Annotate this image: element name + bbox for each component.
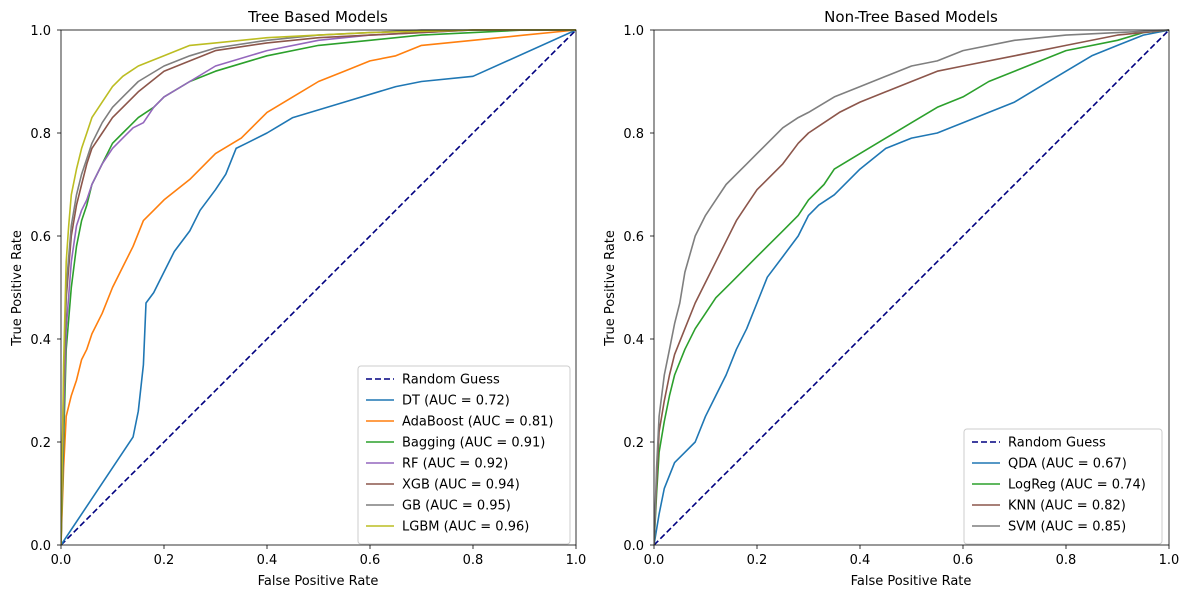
roc-curve (61, 29, 576, 545)
roc-curve (61, 29, 576, 545)
tree-models-panel: Tree Based Models False Positive Rate Tr… (10, 8, 586, 589)
legend-label: XGB (AUC = 0.94) (402, 478, 520, 493)
x-tick-label: 0.4 (257, 553, 278, 568)
plot-layer: Random Guess DT (AUC = 0.72) AdaBoost (AUC… (57, 29, 1170, 549)
roc-curve (61, 29, 576, 545)
y-tick-label: 0.6 (623, 230, 644, 245)
random-guess-line (61, 29, 576, 545)
y-tick-label: 0.2 (30, 436, 51, 451)
y-tick-label: 1.0 (623, 24, 644, 39)
roc-curve (61, 29, 576, 545)
legend-label: LogReg (AUC = 0.74) (1008, 478, 1146, 493)
legend-label: Random Guess (402, 373, 500, 388)
legend: Random Guess QDA (AUC = 0.67) LogReg (AUC … (963, 428, 1163, 545)
legend-label: LGBM (AUC = 0.96) (402, 520, 529, 535)
x-tick-labels: 0.0 0.2 0.4 0.6 0.8 1.0 (51, 553, 587, 568)
x-tick-label: 0.2 (154, 553, 175, 568)
x-tick-label: 0.0 (51, 553, 72, 568)
y-tick-labels: 0.0 0.2 0.4 0.6 0.8 1.0 (623, 24, 644, 554)
y-tick-label: 1.0 (30, 24, 51, 39)
axes-frame (60, 29, 577, 546)
panel-title: Tree Based Models (247, 8, 388, 26)
legend-label: DT (AUC = 0.72) (402, 394, 510, 409)
series-group (61, 29, 576, 545)
roc-curve (654, 29, 1169, 545)
roc-curve (61, 29, 576, 545)
series-group (654, 29, 1169, 545)
x-tick-label: 0.4 (850, 553, 871, 568)
legend-label: RF (AUC = 0.92) (402, 457, 508, 472)
panel-title: Non-Tree Based Models (824, 8, 998, 26)
x-tick-labels: 0.0 0.2 0.4 0.6 0.8 1.0 (644, 553, 1180, 568)
legend-label: KNN (AUC = 0.82) (1008, 499, 1126, 514)
roc-curve (654, 29, 1169, 545)
y-tick-label: 0.0 (623, 539, 644, 554)
roc-curve (61, 29, 576, 545)
axes-frame (653, 29, 1170, 546)
legend-label: Bagging (AUC = 0.91) (402, 436, 545, 451)
non-tree-models-panel: Non-Tree Based Models False Positive Rat… (603, 8, 1179, 589)
x-tick-label: 0.6 (360, 553, 381, 568)
x-tick-label: 1.0 (566, 553, 587, 568)
roc-curve (654, 29, 1169, 545)
x-tick-label: 1.0 (1159, 553, 1180, 568)
legend-box (357, 365, 571, 545)
x-tick-label: 0.8 (463, 553, 484, 568)
legend-box (963, 428, 1163, 545)
y-axis-label: True Positive Rate (10, 230, 25, 347)
y-tick-label: 0.6 (30, 230, 51, 245)
roc-curve (654, 29, 1169, 545)
y-tick-label: 0.8 (623, 127, 644, 142)
legend: Random Guess DT (AUC = 0.72) AdaBoost (AUC… (357, 365, 571, 545)
non-tree-plot-area: Random Guess QDA (AUC = 0.67) LogReg (AUC … (650, 29, 1170, 549)
x-tick-label: 0.0 (644, 553, 665, 568)
x-axis-label: False Positive Rate (258, 574, 379, 589)
legend-label: GB (AUC = 0.95) (402, 499, 511, 514)
tree-plot-area: Random Guess DT (AUC = 0.72) AdaBoost (AUC… (57, 29, 577, 549)
y-tick-label: 0.4 (623, 333, 644, 348)
y-tick-label: 0.4 (30, 333, 51, 348)
y-tick-label: 0.8 (30, 127, 51, 142)
x-tick-label: 0.6 (953, 553, 974, 568)
legend-label: QDA (AUC = 0.67) (1008, 457, 1127, 472)
y-axis-label: True Positive Rate (603, 230, 618, 347)
x-tick-label: 0.2 (747, 553, 768, 568)
y-tick-labels: 0.0 0.2 0.4 0.6 0.8 1.0 (30, 24, 51, 554)
legend-label: SVM (AUC = 0.85) (1008, 520, 1126, 535)
y-tick-label: 0.2 (623, 436, 644, 451)
legend-label: Random Guess (1008, 436, 1106, 451)
x-tick-label: 0.8 (1056, 553, 1077, 568)
random-guess-line (654, 29, 1169, 545)
x-axis-label: False Positive Rate (851, 574, 972, 589)
legend-label: AdaBoost (AUC = 0.81) (402, 415, 553, 430)
y-tick-label: 0.0 (30, 539, 51, 554)
